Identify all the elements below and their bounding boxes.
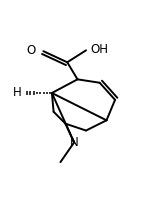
Text: O: O <box>27 44 36 57</box>
Text: OH: OH <box>90 43 108 56</box>
Text: N: N <box>70 136 79 149</box>
Text: H: H <box>12 86 21 100</box>
